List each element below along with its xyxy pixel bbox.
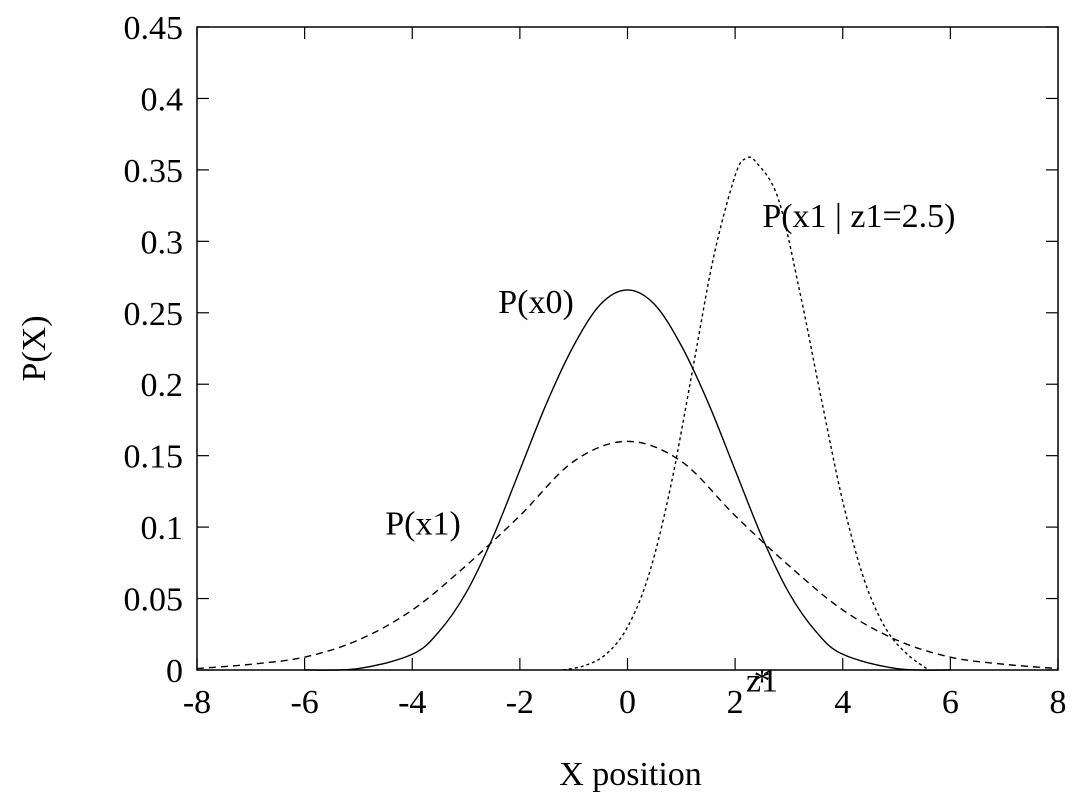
y-tick-label: 0.35 bbox=[124, 153, 184, 190]
y-tick-label: 0.3 bbox=[141, 224, 184, 261]
annotation-label: P(x1) bbox=[385, 505, 461, 542]
y-tick-label: 0.45 bbox=[124, 10, 184, 47]
y-tick-label: 0.25 bbox=[124, 296, 184, 333]
x-tick-label: -6 bbox=[290, 684, 318, 721]
x-tick-label: 2 bbox=[727, 684, 744, 721]
x-tick-label: 6 bbox=[942, 684, 959, 721]
y-tick-label: 0.4 bbox=[141, 81, 184, 118]
x-tick-label: 0 bbox=[619, 684, 636, 721]
y-tick-label: 0.05 bbox=[124, 582, 184, 619]
x-tick-label: -2 bbox=[506, 684, 534, 721]
y-tick-label: 0.1 bbox=[141, 510, 184, 547]
x-tick-label: -8 bbox=[183, 684, 211, 721]
series-line-1 bbox=[305, 290, 951, 670]
y-axis-label: P(X) bbox=[16, 315, 53, 381]
series-line-2 bbox=[197, 441, 1058, 668]
annotation-label: P(x1 | z1=2.5) bbox=[762, 198, 955, 235]
y-tick-label: 0 bbox=[166, 653, 183, 690]
x-tick-label: -4 bbox=[398, 684, 426, 721]
plot-frame bbox=[197, 27, 1058, 670]
x-axis-label: X position bbox=[559, 756, 702, 793]
y-tick-label: 0.15 bbox=[124, 439, 184, 476]
annotation-label: P(x0) bbox=[498, 284, 574, 321]
x-tick-label: 4 bbox=[834, 684, 851, 721]
observation-marker: * bbox=[754, 663, 771, 700]
y-tick-label: 0.2 bbox=[141, 367, 184, 404]
x-tick-label: 8 bbox=[1050, 684, 1067, 721]
